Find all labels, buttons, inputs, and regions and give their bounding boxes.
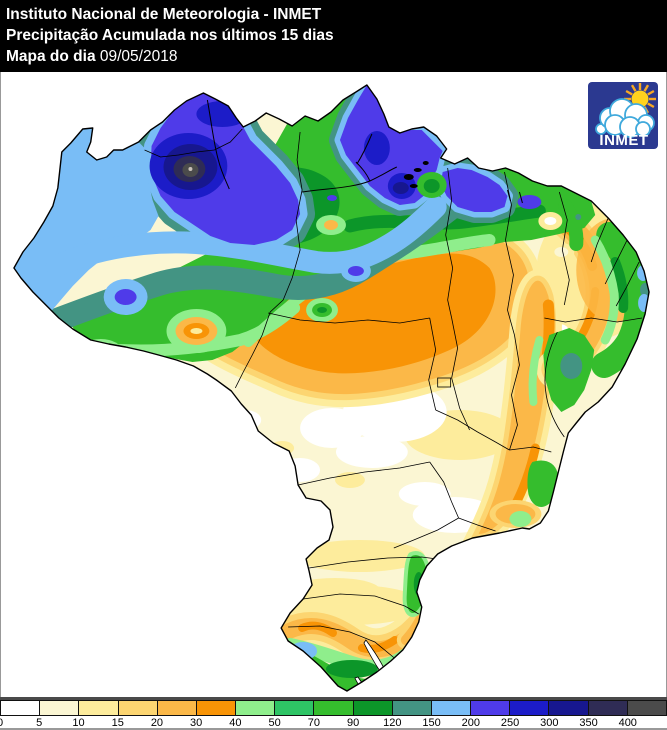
legend-labels: 0 5 10 15 20 30 40 50 70 90 120 150 200 250 300 350 400 <box>0 716 667 730</box>
legend-label: 200 <box>461 717 480 729</box>
legend-cell <box>509 700 549 716</box>
cloud-icon <box>595 98 655 138</box>
legend-cell <box>430 700 471 716</box>
legend-label: 90 <box>346 717 360 729</box>
legend-cell <box>195 700 236 716</box>
legend-label: 50 <box>268 717 281 729</box>
delta-islands <box>403 161 429 188</box>
precipitation-map <box>13 84 650 692</box>
header-title: Instituto Nacional de Meteorologia - INM… <box>6 6 322 23</box>
legend-label: 150 <box>422 717 441 729</box>
legend-cell <box>313 700 353 716</box>
legend-cell <box>626 700 667 716</box>
legend-label: 30 <box>190 717 203 729</box>
legend-cell <box>274 700 314 716</box>
header-mapdate: Mapa do dia 09/05/2018 <box>6 46 667 67</box>
legend-cell <box>470 700 510 716</box>
legend-label: 300 <box>540 717 559 729</box>
legend-label: 15 <box>111 717 124 729</box>
precipitation-legend: 0 5 10 15 20 30 40 50 70 90 120 150 200 250 300 350 400 <box>0 697 667 730</box>
map-area: INMET <box>0 72 667 697</box>
legend-label: 250 <box>500 717 520 729</box>
header: Instituto Nacional de Meteorologia - INM… <box>0 0 667 72</box>
logo-text: INMET <box>599 132 648 149</box>
state-borders <box>144 128 643 661</box>
legend-cell <box>39 700 79 716</box>
legend-cell <box>117 700 157 716</box>
legend-label: 350 <box>579 717 598 729</box>
brazil-outline <box>13 84 650 692</box>
legend-cell <box>548 700 588 716</box>
mapdate-label: Mapa do dia <box>6 48 100 65</box>
legend-bar <box>0 700 667 716</box>
legend-label: 70 <box>307 717 320 729</box>
legend-cell <box>156 700 196 716</box>
legend-label: 120 <box>383 717 402 729</box>
legend-cell <box>78 700 118 716</box>
legend-label: 0 <box>0 716 3 730</box>
legend-cell <box>352 700 392 716</box>
legend-cell <box>0 700 40 716</box>
mapdate-value: 09/05/2018 <box>99 48 178 65</box>
legend-cell <box>587 700 627 716</box>
legend-label: 10 <box>72 717 85 729</box>
inmet-logo: INMET <box>588 82 658 149</box>
legend-cell <box>235 700 275 716</box>
precipitation-fields <box>13 85 650 691</box>
legend-label: 400 <box>618 717 637 729</box>
legend-cell <box>391 700 431 716</box>
header-subtitle: Precipitação Acumulada nos últimos 15 di… <box>6 27 334 44</box>
legend-label: 20 <box>150 717 164 729</box>
legend-label: 5 <box>36 717 43 729</box>
legend-label: 40 <box>229 717 242 729</box>
